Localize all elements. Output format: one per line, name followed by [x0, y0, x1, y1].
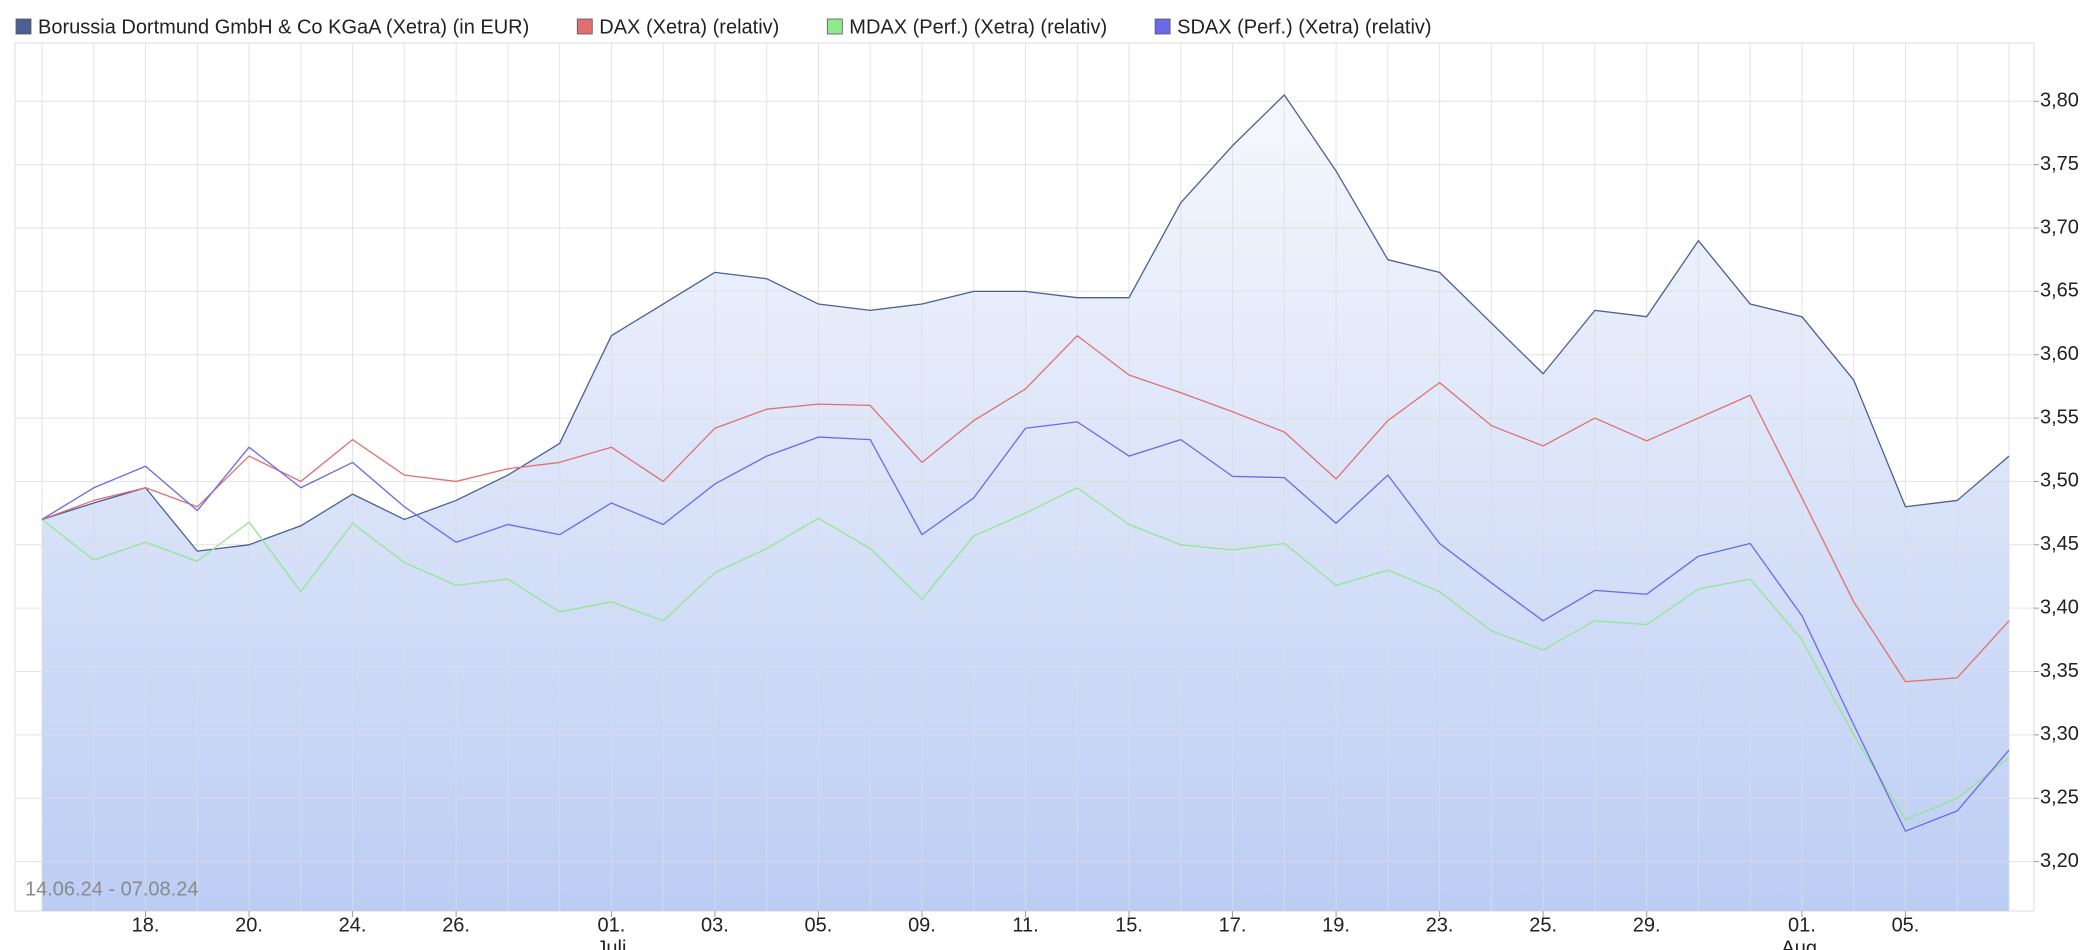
- y-tick-label: 3,60: [2040, 343, 2079, 365]
- y-tick-label: 3,50: [2040, 470, 2079, 492]
- x-tick-sublabel: Juli: [596, 937, 626, 950]
- y-tick-label: 3,80: [2040, 90, 2079, 112]
- x-tick-label: 18.: [132, 914, 160, 936]
- series-line: [41, 421, 2010, 832]
- legend-swatch: [576, 18, 593, 35]
- legend-label: Borussia Dortmund GmbH & Co KGaA (Xetra)…: [38, 16, 529, 38]
- x-tick-label: 29.: [1633, 914, 1661, 936]
- x-tick-label: 26.: [442, 914, 470, 936]
- y-tick-label: 3,70: [2040, 216, 2079, 238]
- x-tick-label: 01.: [597, 914, 625, 936]
- x-tick-label: 15.: [1115, 914, 1143, 936]
- legend-label: DAX (Xetra) (relativ): [599, 16, 779, 38]
- x-tick-label: 03.: [701, 914, 729, 936]
- y-tick-label: 3,55: [2040, 406, 2079, 428]
- date-range: 14.06.24 - 07.08.24: [25, 878, 198, 900]
- y-tick-label: 3,75: [2040, 153, 2079, 175]
- x-tick-label: 19.: [1322, 914, 1350, 936]
- x-tick-label: 05.: [1892, 914, 1920, 936]
- x-tick-label: 24.: [339, 914, 367, 936]
- series-line: [41, 335, 2010, 683]
- y-tick-label: 3,25: [2040, 787, 2079, 809]
- legend-label: MDAX (Perf.) (Xetra) (relativ): [849, 16, 1107, 38]
- x-tick-label: 05.: [805, 914, 833, 936]
- y-tick-label: 3,20: [2040, 850, 2079, 872]
- y-tick-label: 3,45: [2040, 533, 2079, 555]
- x-tick-label: 11.: [1012, 914, 1038, 936]
- x-tick-label: 20.: [235, 914, 263, 936]
- legend-swatch: [15, 18, 32, 35]
- y-tick-label: 3,30: [2040, 723, 2079, 745]
- legend-swatch: [826, 18, 843, 35]
- y-tick-label: 3,35: [2040, 660, 2079, 682]
- x-tick-label: 25.: [1529, 914, 1557, 936]
- legend-label: SDAX (Perf.) (Xetra) (relativ): [1177, 16, 1431, 38]
- series-line: [41, 487, 2010, 821]
- series-line: [41, 94, 2010, 552]
- x-tick-sublabel: Aug.: [1781, 937, 1822, 950]
- legend: Borussia Dortmund GmbH & Co KGaA (Xetra)…: [15, 16, 1432, 38]
- x-tick-label: 23.: [1426, 914, 1454, 936]
- x-tick-label: 17.: [1219, 914, 1247, 936]
- x-tick-label: 09.: [908, 914, 936, 936]
- x-tick-label: 01.: [1788, 914, 1816, 936]
- legend-swatch: [1154, 18, 1171, 35]
- y-tick-label: 3,65: [2040, 280, 2079, 302]
- y-tick-label: 3,40: [2040, 596, 2079, 618]
